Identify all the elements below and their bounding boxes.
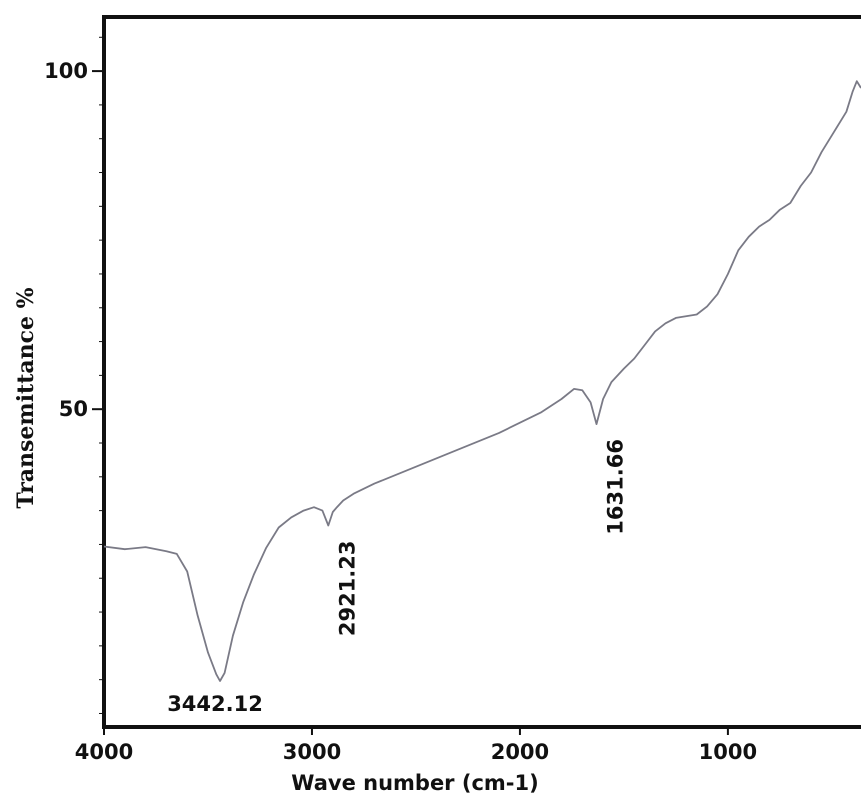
spectrum-line — [103, 80, 861, 682]
ticks-layer: 100 50 4000 3000 2000 1000 — [44, 36, 757, 764]
x-tick-label: 3000 — [283, 740, 341, 764]
series-layer — [103, 80, 861, 682]
x-axis-title: Wave number (cm-1) — [291, 771, 538, 795]
y-axis-title: Transemittance % — [13, 287, 39, 508]
y-tick-label: 50 — [59, 397, 88, 421]
y-tick-label: 100 — [44, 59, 88, 83]
axes-layer — [102, 15, 861, 729]
peak-label: 2921.23 — [335, 540, 359, 636]
x-tick-label: 2000 — [491, 740, 549, 764]
peak-label: 3442.12 — [167, 692, 263, 716]
x-tick-label: 1000 — [699, 740, 757, 764]
annotation-layer: 3442.12 2921.23 1631.66 — [167, 439, 627, 716]
peak-label: 1631.66 — [604, 439, 628, 535]
x-tick-label: 4000 — [75, 740, 133, 764]
